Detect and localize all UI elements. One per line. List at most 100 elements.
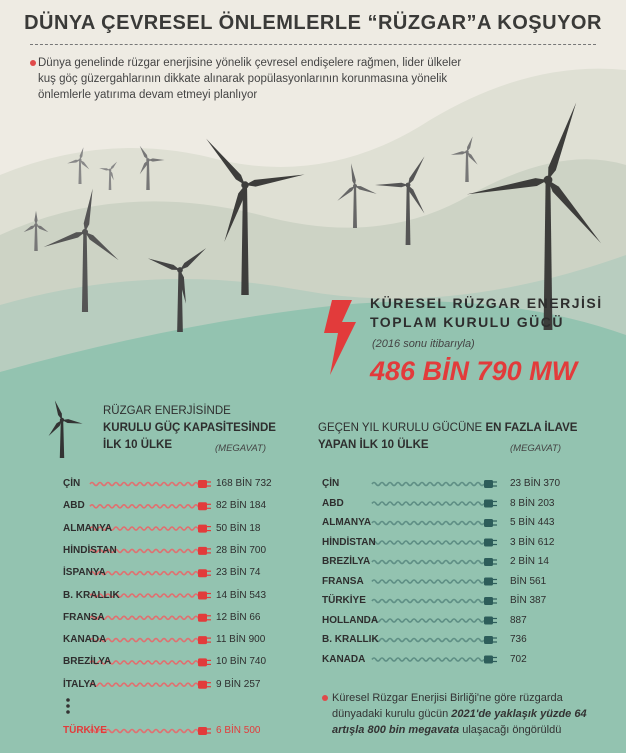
turbine-blade (79, 147, 84, 160)
country: HİNDİSTAN (322, 536, 376, 548)
cable (371, 598, 485, 604)
turbine-tower (405, 185, 411, 245)
ellipsis-dot (66, 710, 70, 714)
country: KANADA (322, 653, 366, 665)
turbine-blade (67, 159, 80, 164)
value: 10 BİN 740 (216, 656, 267, 668)
plug (484, 577, 493, 586)
cable (89, 615, 203, 621)
turbine-tower (78, 160, 82, 184)
country: BREZİLYA (63, 656, 112, 668)
cable (371, 559, 485, 565)
turbine-hub (108, 168, 112, 172)
turbine-blade (467, 152, 478, 165)
country: FRANSA (63, 611, 105, 623)
turbine-hub (81, 228, 89, 236)
plug (484, 636, 493, 644)
footnote: Küresel Rüzgar Enerjisi Birliği'ne göre … (332, 690, 597, 738)
cable (371, 481, 485, 487)
cable (89, 504, 203, 509)
turbine-hub (34, 223, 38, 227)
country: TÜRKİYE (63, 725, 107, 736)
turbine-tower (34, 225, 38, 251)
value: 50 BİN 18 (216, 522, 261, 534)
turbine-blade (148, 158, 165, 162)
turbine-blade (110, 161, 118, 170)
turbine-blade (206, 138, 245, 185)
plug (198, 569, 207, 578)
footnote-text: ulaşacağı öngörüldü (459, 724, 562, 736)
turbine-blade (43, 232, 85, 248)
plug (198, 524, 207, 533)
cable (371, 579, 485, 584)
ellipsis-dot (66, 704, 70, 708)
country: ABD (322, 497, 344, 509)
country: ÇİN (63, 478, 81, 489)
turbine-blade (23, 225, 36, 233)
cable (89, 637, 203, 643)
turbine-blade (80, 160, 90, 170)
cable (89, 570, 203, 576)
plug (198, 546, 207, 555)
value: 14 BİN 543 (216, 589, 267, 601)
value: BİN 561 (510, 575, 547, 587)
country: B. KRALLIK (63, 589, 120, 601)
country: İTALYA (63, 678, 97, 690)
cable (371, 657, 485, 662)
turbine-tower (241, 185, 249, 295)
turbine-blade (48, 420, 62, 437)
plug (484, 655, 493, 664)
country: B. KRALLIK (322, 634, 379, 645)
plug (484, 597, 493, 605)
lightning-icon (324, 300, 356, 375)
plug (484, 499, 493, 508)
turbine-blade (83, 188, 93, 232)
turbine-blade (548, 180, 602, 244)
turbine-hub (146, 158, 150, 162)
turbine-hub (405, 182, 411, 188)
plug (484, 558, 493, 566)
turbine-blade (450, 151, 467, 155)
value: 6 BİN 500 (216, 725, 261, 736)
cable (89, 682, 203, 687)
country: İSPANYA (63, 567, 106, 579)
heading-line: GEÇEN YIL KURULU GÜCÜNE (318, 422, 486, 434)
turbine-hub (241, 181, 249, 189)
left-heading: RÜZGAR ENERJİSİNDE KURULU GÜÇ KAPASİTESİ… (103, 403, 276, 454)
plug (198, 636, 207, 645)
turbine-tower (59, 420, 65, 458)
turbine-tower (543, 180, 553, 330)
cable (89, 660, 203, 665)
unit: (MEGAVAT) (215, 443, 267, 454)
turbine-blade (408, 156, 425, 185)
turbine-hub (465, 150, 469, 154)
cable (89, 526, 203, 531)
turbine-blade (467, 136, 473, 152)
country: KANADA (63, 634, 107, 646)
turbine-blade (34, 210, 38, 225)
value: BİN 387 (510, 595, 547, 606)
cable (371, 501, 485, 506)
plug (198, 480, 207, 488)
cables (89, 480, 497, 735)
turbine-blade (548, 102, 577, 180)
value: 3 BİN 612 (510, 536, 555, 548)
turbine-blade (139, 160, 148, 175)
cable (89, 728, 203, 734)
turbine-blade (36, 225, 49, 233)
cable (371, 520, 485, 526)
value: 887 (510, 614, 527, 626)
total-title: KÜRESEL RÜZGAR ENERJİSİ (370, 295, 603, 311)
title: DÜNYA ÇEVRESEL ÖNLEMLERLE “RÜZGAR”A KOŞU… (24, 12, 602, 34)
footnote-text: Küresel Rüzgar Enerjisi Birliği'ne göre … (332, 692, 563, 720)
country: TÜRKİYE (322, 595, 366, 606)
cable (371, 540, 485, 545)
value: 702 (510, 653, 527, 665)
turbine-blade (408, 185, 425, 214)
cable (371, 618, 485, 623)
turbine-blade (466, 178, 548, 195)
turbine-hub (177, 267, 183, 273)
turbine-blade (147, 258, 180, 270)
value: 8 BİN 203 (510, 497, 555, 509)
